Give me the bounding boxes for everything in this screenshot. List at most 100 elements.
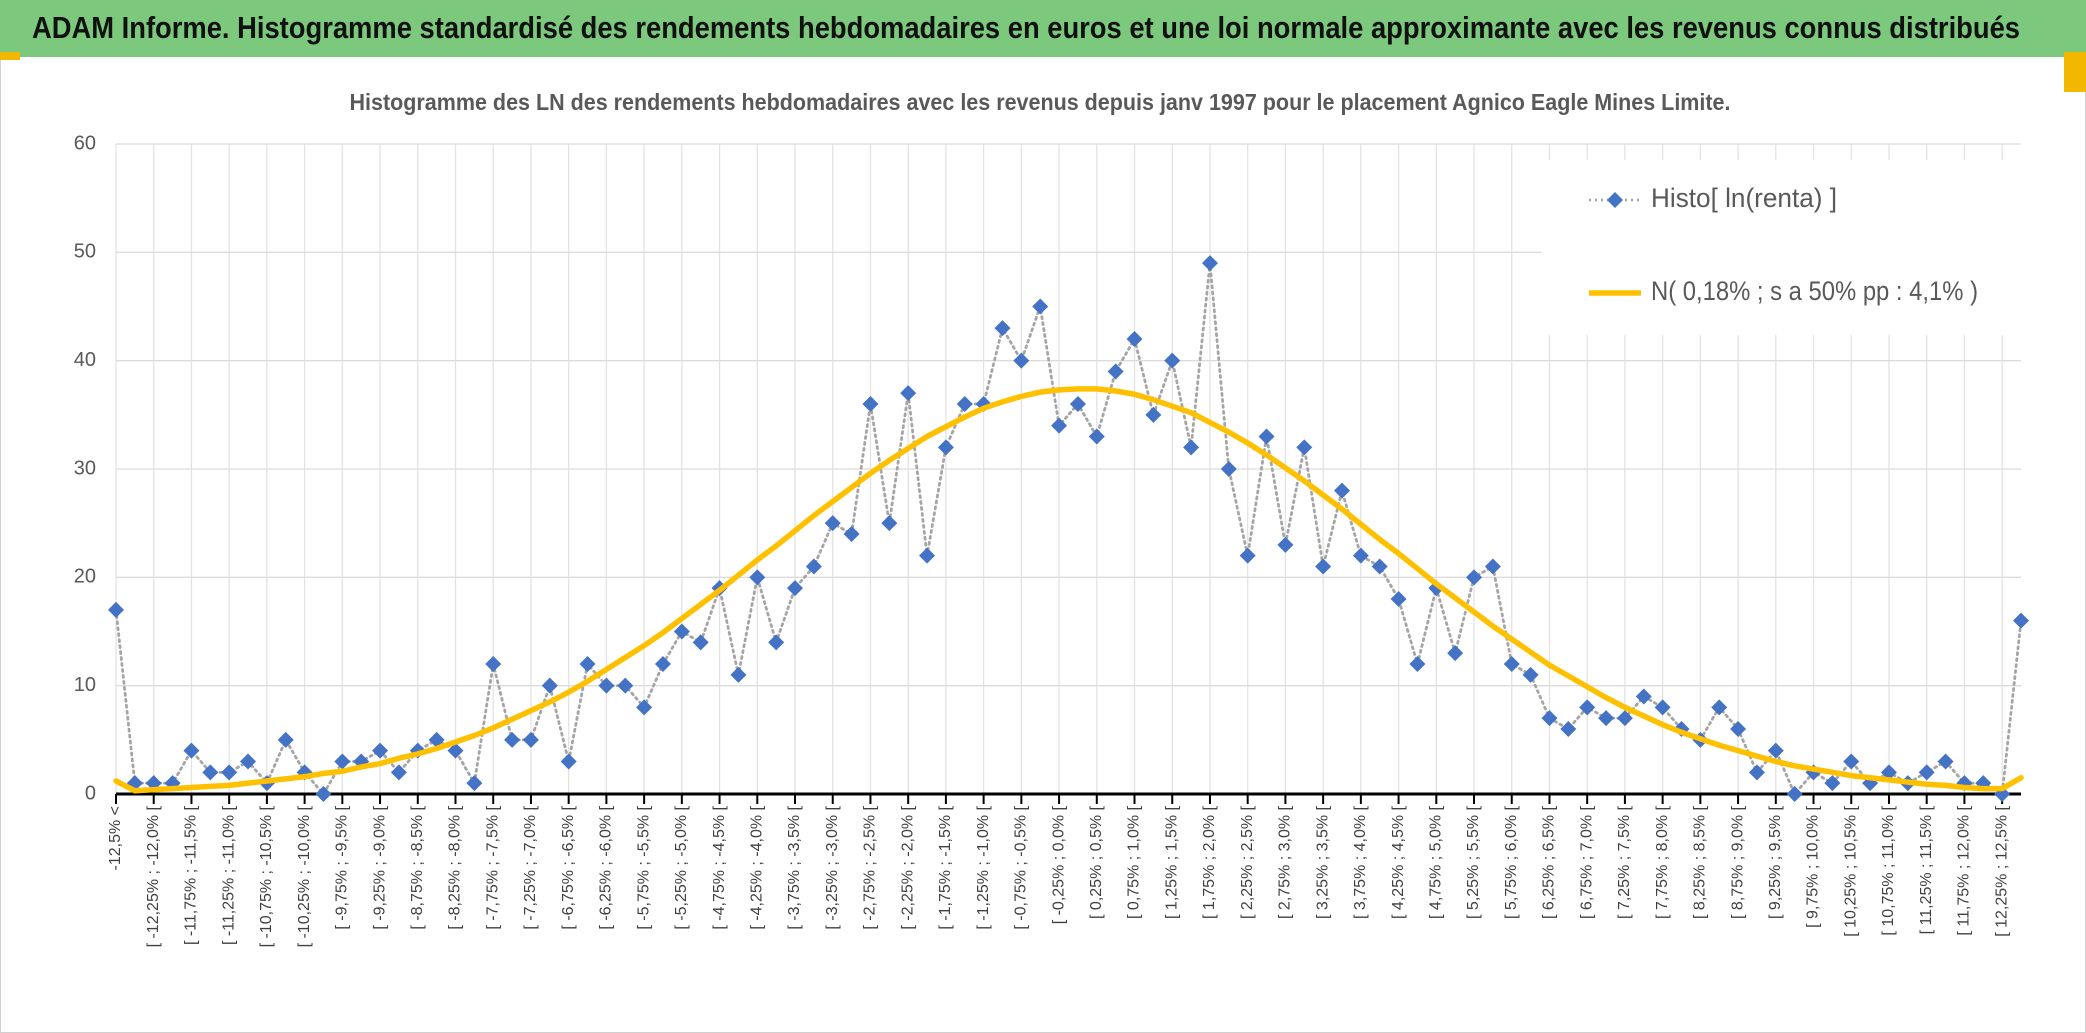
corner-mark: [2064, 52, 2086, 92]
data-point: [1296, 439, 1313, 456]
data-point: [673, 623, 690, 640]
x-tick-label: [ 1,25% ; 1,5% [: [1163, 805, 1180, 919]
data-point: [240, 753, 257, 770]
data-point: [1918, 764, 1935, 781]
x-tick-label: -12,5% <: [107, 806, 124, 870]
data-point: [1748, 764, 1765, 781]
data-point: [1579, 699, 1596, 716]
data-point: [221, 764, 238, 781]
data-point: [466, 775, 483, 792]
data-point: [654, 656, 671, 672]
data-point: [956, 396, 973, 412]
y-tick-label: 0: [85, 782, 96, 804]
data-point: [768, 634, 785, 651]
data-point: [372, 742, 389, 759]
x-tick-label: [ -6,75% ; -6,5% [: [560, 805, 577, 929]
data-point: [900, 385, 917, 402]
x-tick-label: [ 9,25% ; 9,5% [: [1767, 805, 1784, 919]
data-point: [1409, 656, 1426, 672]
y-tick-label: 50: [74, 241, 96, 263]
data-point: [1032, 298, 1049, 315]
data-point: [1598, 710, 1615, 727]
data-point: [2013, 612, 2029, 629]
data-point: [1786, 786, 1803, 802]
x-tick-label: [ -10,75% ; -10,5% [: [258, 805, 275, 947]
data-point: [1333, 482, 1350, 499]
data-point: [598, 677, 615, 694]
x-tick-label: [ -12,25% ; -12,0% [: [145, 805, 162, 947]
corner-mark: [0, 52, 20, 60]
data-point: [1164, 352, 1181, 369]
legend-label: Histo[ ln(renta) ]: [1651, 183, 1837, 213]
x-tick-label: [ -8,75% ; -8,5% [: [409, 805, 426, 929]
data-point: [485, 656, 502, 672]
data-point: [277, 731, 294, 748]
y-tick-label: 60: [74, 132, 96, 154]
x-tick-label: [ 0,75% ; 1,0% [: [1126, 805, 1143, 919]
data-point: [1220, 461, 1237, 477]
legend-box: [1541, 160, 2021, 335]
x-tick-label: [ 2,25% ; 2,5% [: [1239, 805, 1256, 919]
data-point: [1447, 645, 1464, 662]
data-point: [1880, 764, 1897, 781]
x-tick-label: [ 4,75% ; 5,0% [: [1428, 805, 1445, 919]
x-tick-label: [ 3,75% ; 4,0% [: [1352, 805, 1369, 919]
chart-title: Histogramme des LN des rendements hebdom…: [350, 89, 1731, 115]
data-point: [1560, 721, 1577, 737]
y-tick-label: 30: [74, 457, 96, 479]
data-point: [824, 515, 841, 532]
data-point: [1145, 406, 1162, 423]
data-point: [1937, 753, 1954, 770]
legend-label: N( 0,18% ; s a 50% pp : 4,1% ): [1651, 276, 1978, 306]
data-point: [1616, 710, 1633, 727]
data-point: [1352, 547, 1369, 564]
header-bar: [0, 0, 2086, 57]
x-tick-label: [ 6,25% ; 6,5% [: [1541, 805, 1558, 919]
x-tick-label: [ 11,75% ; 12,0% [: [1956, 805, 1973, 935]
x-tick-label: [ -2,25% ; -2,0% [: [899, 805, 916, 929]
x-tick-label: [ -4,25% ; -4,0% [: [749, 805, 766, 929]
y-tick-label: 10: [74, 674, 96, 696]
x-tick-label: [ -9,75% ; -9,5% [: [334, 805, 351, 929]
x-tick-label: [ -7,25% ; -7,0% [: [522, 805, 539, 929]
data-point: [1371, 558, 1388, 575]
series-line: [113, 386, 2024, 794]
x-tick-label: [ 3,25% ; 3,5% [: [1314, 805, 1331, 919]
data-point: [108, 601, 124, 618]
data-point: [1843, 753, 1860, 770]
x-tick-label: [ 2,75% ; 3,0% [: [1277, 805, 1294, 919]
y-tick-label: 40: [74, 349, 96, 371]
data-point: [522, 731, 539, 748]
data-point: [862, 396, 879, 412]
x-tick-label: [ -8,25% ; -8,0% [: [447, 805, 464, 929]
data-point: [1390, 591, 1407, 607]
data-point: [1013, 352, 1030, 369]
data-point: [1503, 656, 1520, 672]
x-tick-label: [ -10,25% ; -10,0% [: [296, 805, 313, 947]
x-tick-label: [ 5,75% ; 6,0% [: [1503, 805, 1520, 919]
x-tick-label: [ -5,75% ; -5,5% [: [635, 805, 652, 929]
data-point: [1635, 688, 1652, 705]
data-point: [937, 439, 954, 456]
data-point: [1730, 721, 1747, 737]
x-tick-label: [ 7,25% ; 7,5% [: [1616, 805, 1633, 919]
data-point: [334, 753, 351, 770]
data-point: [843, 526, 860, 542]
x-tick-label: [ -4,75% ; -4,5% [: [711, 805, 728, 929]
legend-marker: [1607, 192, 1623, 208]
data-point: [1541, 710, 1558, 727]
data-point: [994, 320, 1011, 337]
data-point: [919, 547, 936, 564]
data-point: [183, 742, 200, 759]
data-point: [1711, 699, 1728, 716]
plot-area: 0 10 20 30 40 50 60 -12,5% < [ -12,25% ; -12,0% …: [74, 132, 2029, 947]
data-point: [1069, 396, 1086, 412]
data-point: [749, 569, 766, 586]
data-point: [202, 764, 219, 781]
data-point: [1484, 558, 1501, 575]
data-point: [1088, 428, 1105, 445]
data-point: [617, 677, 634, 694]
data-point: [1654, 699, 1671, 716]
x-tick-label: [ -3,25% ; -3,0% [: [824, 805, 841, 929]
